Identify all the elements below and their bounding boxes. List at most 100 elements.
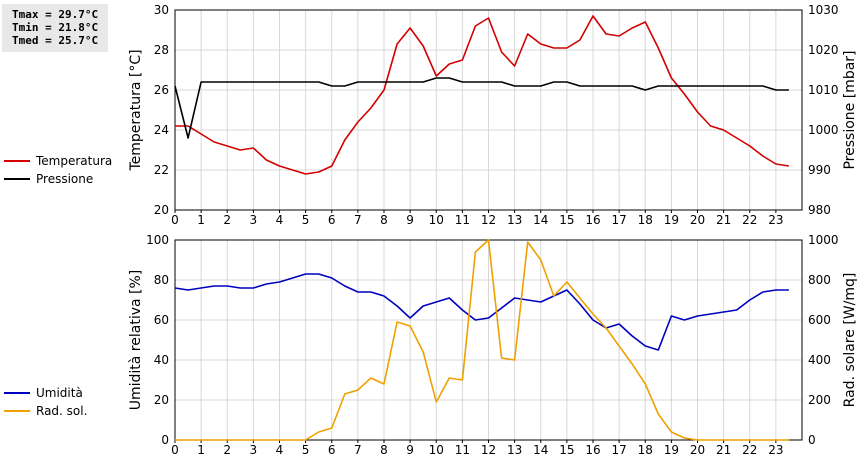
x-tick-label: 9 bbox=[406, 213, 414, 227]
y-right-tick-label: 200 bbox=[808, 393, 831, 407]
y-tick-label: 28 bbox=[154, 43, 169, 57]
x-tick-label: 3 bbox=[250, 443, 258, 457]
x-tick-label: 6 bbox=[328, 443, 336, 457]
plot-frame bbox=[174, 9, 803, 211]
x-tick-label: 11 bbox=[455, 443, 470, 457]
y-right-tick-label: 1020 bbox=[808, 43, 839, 57]
x-tick-label: 10 bbox=[429, 443, 444, 457]
x-tick-label: 19 bbox=[664, 213, 679, 227]
x-tick-label: 2 bbox=[223, 213, 231, 227]
tmed-text: Tmed = 25.7°C bbox=[12, 34, 99, 47]
series-line-radsol bbox=[175, 239, 789, 441]
x-tick-label: 20 bbox=[690, 443, 705, 457]
x-tick-label: 22 bbox=[742, 213, 757, 227]
legend-swatch-umidita bbox=[4, 392, 30, 394]
legend-item-umidita: Umidità bbox=[4, 384, 87, 402]
x-tick-label: 10 bbox=[429, 213, 444, 227]
x-tick-label: 19 bbox=[664, 443, 679, 457]
x-tick-label: 0 bbox=[171, 443, 179, 457]
x-tick-label: 12 bbox=[481, 443, 496, 457]
y-tick-label: 0 bbox=[161, 433, 169, 447]
x-tick-label: 7 bbox=[354, 213, 362, 227]
x-tick-label: 5 bbox=[302, 443, 310, 457]
y-right-tick-label: 1000 bbox=[808, 233, 839, 247]
x-tick-label: 21 bbox=[716, 213, 731, 227]
x-tick-label: 4 bbox=[276, 213, 284, 227]
tmax-text: Tmax = 29.7°C bbox=[12, 8, 99, 21]
x-tick-label: 3 bbox=[250, 213, 258, 227]
y-tick-label: 20 bbox=[154, 203, 169, 217]
x-tick-label: 8 bbox=[380, 443, 388, 457]
x-tick-label: 15 bbox=[559, 213, 574, 227]
x-tick-label: 2 bbox=[223, 443, 231, 457]
tmin-text: Tmin = 21.8°C bbox=[12, 21, 99, 34]
legend-swatch-pressione bbox=[4, 178, 30, 180]
y-right-tick-label: 980 bbox=[808, 203, 831, 217]
x-tick-label: 9 bbox=[406, 443, 414, 457]
legend-swatch-temperatura bbox=[4, 160, 30, 162]
x-tick-label: 22 bbox=[742, 443, 757, 457]
y-tick-label: 30 bbox=[154, 3, 169, 17]
y-right-tick-label: 400 bbox=[808, 353, 831, 367]
stats-box: Tmax = 29.7°C Tmin = 21.8°C Tmed = 25.7°… bbox=[2, 4, 108, 52]
y-tick-label: 20 bbox=[154, 393, 169, 407]
x-tick-label: 18 bbox=[638, 213, 653, 227]
x-tick-label: 6 bbox=[328, 213, 336, 227]
legend-label-radsol: Rad. sol. bbox=[36, 404, 88, 418]
x-tick-label: 16 bbox=[585, 213, 600, 227]
x-tick-label: 0 bbox=[171, 213, 179, 227]
y-right-tick-label: 600 bbox=[808, 313, 831, 327]
x-tick-label: 14 bbox=[533, 213, 548, 227]
chart-panel-top: 0 1 2 3 4 5 6 7 8 9 10 11 12 13 14 15 16 17 18 19 20 21 22 2320… bbox=[128, 3, 858, 227]
y-right-tick-label: 1000 bbox=[808, 123, 839, 137]
x-tick-label: 4 bbox=[276, 443, 284, 457]
x-tick-label: 14 bbox=[533, 443, 548, 457]
series-line-pressione bbox=[174, 77, 789, 139]
x-tick-label: 18 bbox=[638, 443, 653, 457]
x-tick-label: 13 bbox=[507, 213, 522, 227]
legend-label-umidita: Umidità bbox=[36, 386, 83, 400]
x-tick-label: 11 bbox=[455, 213, 470, 227]
x-tick-label: 13 bbox=[507, 443, 522, 457]
y-right-tick-label: 800 bbox=[808, 273, 831, 287]
series-line-temperatura bbox=[175, 15, 790, 175]
x-tick-label: 17 bbox=[611, 213, 626, 227]
legend-item-radsol: Rad. sol. bbox=[4, 402, 87, 420]
x-tick-label: 23 bbox=[768, 213, 783, 227]
x-tick-label: 8 bbox=[380, 213, 388, 227]
legend-swatch-radsol bbox=[4, 410, 30, 412]
y-axis-label-right: Rad. solare [W/mq] bbox=[842, 273, 858, 408]
x-tick-label: 1 bbox=[197, 443, 205, 457]
y-tick-label: 24 bbox=[154, 123, 169, 137]
x-tick-label: 16 bbox=[585, 443, 600, 457]
y-axis-label-left: Umidità relativa [%] bbox=[128, 270, 144, 411]
legend-label-pressione: Pressione bbox=[36, 172, 94, 186]
y-right-tick-label: 0 bbox=[808, 433, 816, 447]
y-tick-label: 100 bbox=[146, 233, 169, 247]
x-tick-label: 21 bbox=[716, 443, 731, 457]
y-tick-label: 22 bbox=[154, 163, 169, 177]
y-right-tick-label: 1010 bbox=[808, 83, 839, 97]
series-line-umidita bbox=[174, 273, 789, 351]
y-tick-label: 60 bbox=[154, 313, 169, 327]
legend-item-temperatura: Temperatura bbox=[4, 152, 112, 170]
x-tick-label: 7 bbox=[354, 443, 362, 457]
y-tick-label: 26 bbox=[154, 83, 169, 97]
x-tick-label: 15 bbox=[559, 443, 574, 457]
x-tick-label: 1 bbox=[197, 213, 205, 227]
y-axis-label-right: Pressione [mbar] bbox=[842, 50, 858, 169]
y-right-tick-label: 1030 bbox=[808, 3, 839, 17]
x-tick-label: 17 bbox=[611, 443, 626, 457]
legend-item-pressione: Pressione bbox=[4, 170, 112, 188]
legend-top: Temperatura Pressione bbox=[4, 152, 112, 188]
y-tick-label: 80 bbox=[154, 273, 169, 287]
y-right-tick-label: 990 bbox=[808, 163, 831, 177]
x-tick-label: 23 bbox=[768, 443, 783, 457]
x-tick-label: 12 bbox=[481, 213, 496, 227]
y-axis-label-left: Temperatura [°C] bbox=[128, 49, 144, 171]
legend-label-temperatura: Temperatura bbox=[36, 154, 113, 168]
x-tick-label: 20 bbox=[690, 213, 705, 227]
x-tick-label: 5 bbox=[302, 213, 310, 227]
y-tick-label: 40 bbox=[154, 353, 169, 367]
